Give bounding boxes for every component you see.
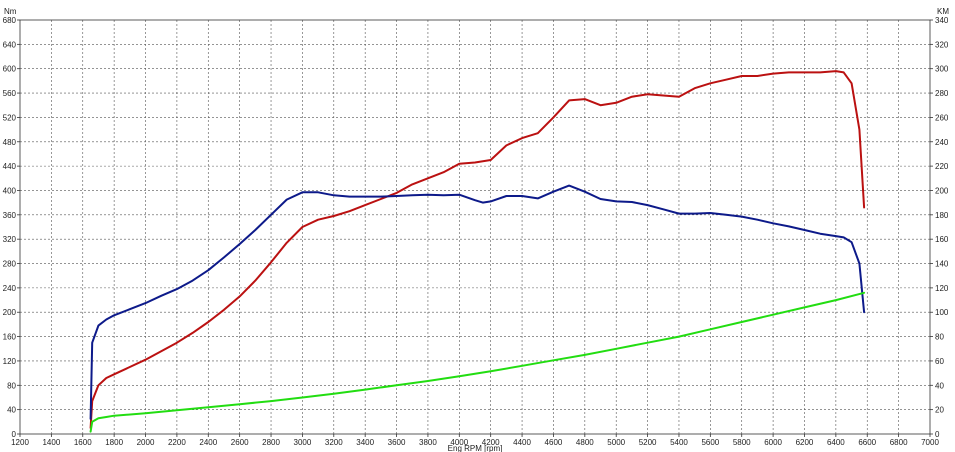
- x-tick-label: 2000: [137, 438, 155, 447]
- left-tick-label: 240: [3, 284, 17, 293]
- left-tick-label: 280: [3, 260, 17, 269]
- x-tick-label: 6800: [890, 438, 908, 447]
- x-tick-label: 3000: [294, 438, 312, 447]
- series-line-2: [89, 184, 866, 420]
- right-tick-label: 100: [935, 308, 949, 317]
- left-tick-label: 120: [3, 357, 17, 366]
- right-tick-label: 260: [935, 113, 949, 122]
- right-tick-label: 60: [935, 357, 944, 366]
- left-tick-label: 360: [3, 211, 17, 220]
- right-tick-label: 20: [935, 406, 944, 415]
- left-tick-label: 600: [3, 65, 17, 74]
- right-tick-label: 340: [935, 16, 949, 25]
- x-tick-label: 2800: [262, 438, 280, 447]
- right-tick-label: 240: [935, 138, 949, 147]
- x-tick-label: 1200: [11, 438, 29, 447]
- left-tick-label: 160: [3, 333, 17, 342]
- x-tick-label: 4600: [545, 438, 563, 447]
- axes: [19, 19, 931, 435]
- series-line-1: [89, 70, 866, 429]
- x-tick-label: 3600: [388, 438, 406, 447]
- right-tick-label: 160: [935, 235, 949, 244]
- grid: [20, 20, 930, 434]
- right-axis-ticks: 0 20 40 60 80 100 120 140 160 180 200 220 240 260 280 3…: [930, 16, 949, 439]
- x-tick-label: 4000: [450, 438, 468, 447]
- x-tick-label: 3800: [419, 438, 437, 447]
- x-tick-label: 5400: [670, 438, 688, 447]
- x-tick-label: 2600: [231, 438, 249, 447]
- left-tick-label: 520: [3, 113, 17, 122]
- right-tick-label: 320: [935, 40, 949, 49]
- right-tick-label: 120: [935, 284, 949, 293]
- right-axis-unit: KM: [937, 7, 949, 16]
- right-tick-label: 40: [935, 381, 944, 390]
- x-tick-label: 1800: [105, 438, 123, 447]
- left-tick-label: 480: [3, 138, 17, 147]
- series-line-3: [89, 291, 866, 433]
- left-tick-label: 0: [12, 430, 17, 439]
- right-tick-label: 180: [935, 211, 949, 220]
- left-tick-label: 640: [3, 40, 17, 49]
- x-tick-label: 1600: [74, 438, 92, 447]
- right-tick-label: 140: [935, 260, 949, 269]
- right-tick-label: 200: [935, 186, 949, 195]
- left-tick-label: 400: [3, 186, 17, 195]
- x-tick-label: 5600: [701, 438, 719, 447]
- left-tick-label: 40: [7, 406, 16, 415]
- x-tick-label: 5000: [607, 438, 625, 447]
- left-tick-label: 320: [3, 235, 17, 244]
- x-tick-label: 3400: [356, 438, 374, 447]
- left-tick-label: 440: [3, 162, 17, 171]
- x-tick-label: 4800: [576, 438, 594, 447]
- right-tick-label: 280: [935, 89, 949, 98]
- x-tick-label: 4200: [482, 438, 500, 447]
- left-axis-ticks: 0 40 80 120 160 200 240 280 320 360 400 440 480 520 56…: [3, 16, 20, 439]
- series: [89, 70, 866, 433]
- x-tick-label: 6600: [858, 438, 876, 447]
- x-axis-label: Eng RPM [rpm]: [448, 444, 503, 452]
- x-tick-label: 6200: [796, 438, 814, 447]
- right-tick-label: 220: [935, 162, 949, 171]
- x-tick-label: 5800: [733, 438, 751, 447]
- right-tick-label: 80: [935, 333, 944, 342]
- x-tick-label: 7000: [921, 438, 939, 447]
- right-tick-label: 0: [935, 430, 940, 439]
- left-tick-label: 200: [3, 308, 17, 317]
- x-tick-label: 4400: [513, 438, 531, 447]
- plot-frame: [19, 19, 931, 435]
- x-tick-label: 3200: [325, 438, 343, 447]
- left-tick-label: 560: [3, 89, 17, 98]
- x-tick-label: 6400: [827, 438, 845, 447]
- left-tick-label: 80: [7, 381, 16, 390]
- x-tick-label: 6000: [764, 438, 782, 447]
- left-axis-unit: Nm: [4, 7, 17, 16]
- x-tick-label: 2400: [199, 438, 217, 447]
- x-axis-ticks: 1200 1400 1600 1800 2000 2200 2400 2600 2800 3000…: [11, 434, 939, 447]
- right-tick-label: 300: [935, 65, 949, 74]
- left-tick-label: 680: [3, 16, 17, 25]
- x-tick-label: 1400: [42, 438, 60, 447]
- x-tick-label: 2200: [168, 438, 186, 447]
- x-tick-label: 5200: [639, 438, 657, 447]
